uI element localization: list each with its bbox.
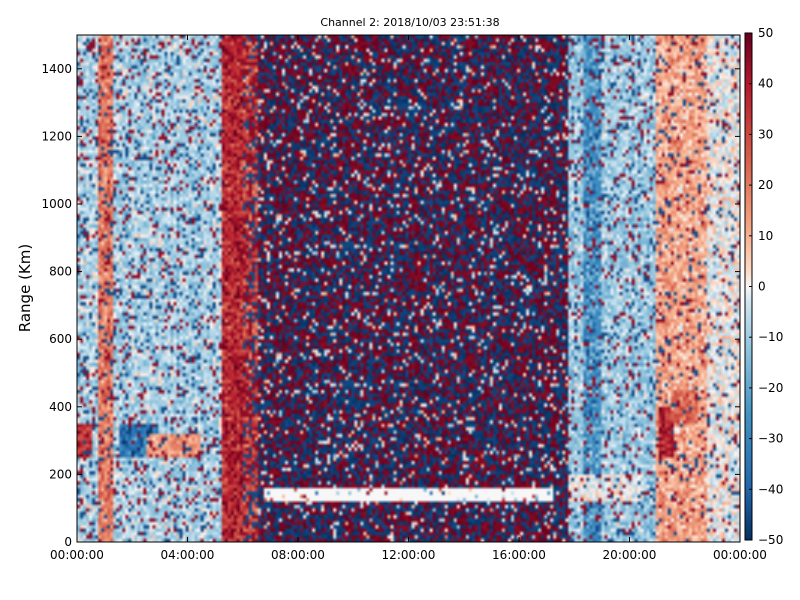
heatmap-image [77,35,740,542]
colorbar-tick-label: 40 [758,77,773,91]
colorbar-tick-label: 10 [758,229,773,243]
chart-title: Channel 2: 2018/10/03 23:51:38 [320,16,499,29]
heatmap-area [77,35,740,542]
colorbar-gradient [745,33,752,540]
x-tick-label: 16:00:00 [492,548,546,562]
y-axis: 0 200 400 600 800 1000 1200 1400 [41,62,740,549]
colorbar-tick-label: −20 [758,381,783,395]
y-tick-label: 800 [49,265,72,279]
x-tick-label: 08:00:00 [271,548,325,562]
x-tick-label: 12:00:00 [382,548,436,562]
y-tick-label: 0 [64,535,72,549]
y-tick-label: 400 [49,400,72,414]
colorbar-tick-label: 0 [758,280,766,294]
colorbar-tick-label: 20 [758,178,773,192]
y-tick-label: 1200 [41,129,72,143]
colorbar-tick-label: −30 [758,432,783,446]
x-tick-label: 20:00:00 [603,548,657,562]
colorbar-ticks: 50 40 30 20 10 0 −10 −20 −30 −40 −50 [749,26,783,547]
colorbar-tick-label: −10 [758,330,783,344]
colorbar-tick-label: 30 [758,127,773,141]
y-tick-label: 1400 [41,62,72,76]
x-tick-label: 00:00:00 [713,548,767,562]
colorbar-tick-label: −40 [758,482,783,496]
y-tick-label: 200 [49,467,72,481]
y-tick-label: 1000 [41,197,72,211]
y-tick-label: 600 [49,332,72,346]
x-tick-label: 04:00:00 [161,548,215,562]
x-axis: 00:00:00 04:00:00 08:00:00 12:00:00 16:00:00… [50,35,767,562]
colorbar-tick-label: 50 [758,26,773,40]
x-tick-label: 00:00:00 [50,548,104,562]
colorbar: 50 40 30 20 10 0 −10 −20 −30 −40 −50 [744,26,783,547]
colorbar-tick-label: −50 [758,533,783,547]
y-axis-label: Range (Km) [16,244,34,332]
